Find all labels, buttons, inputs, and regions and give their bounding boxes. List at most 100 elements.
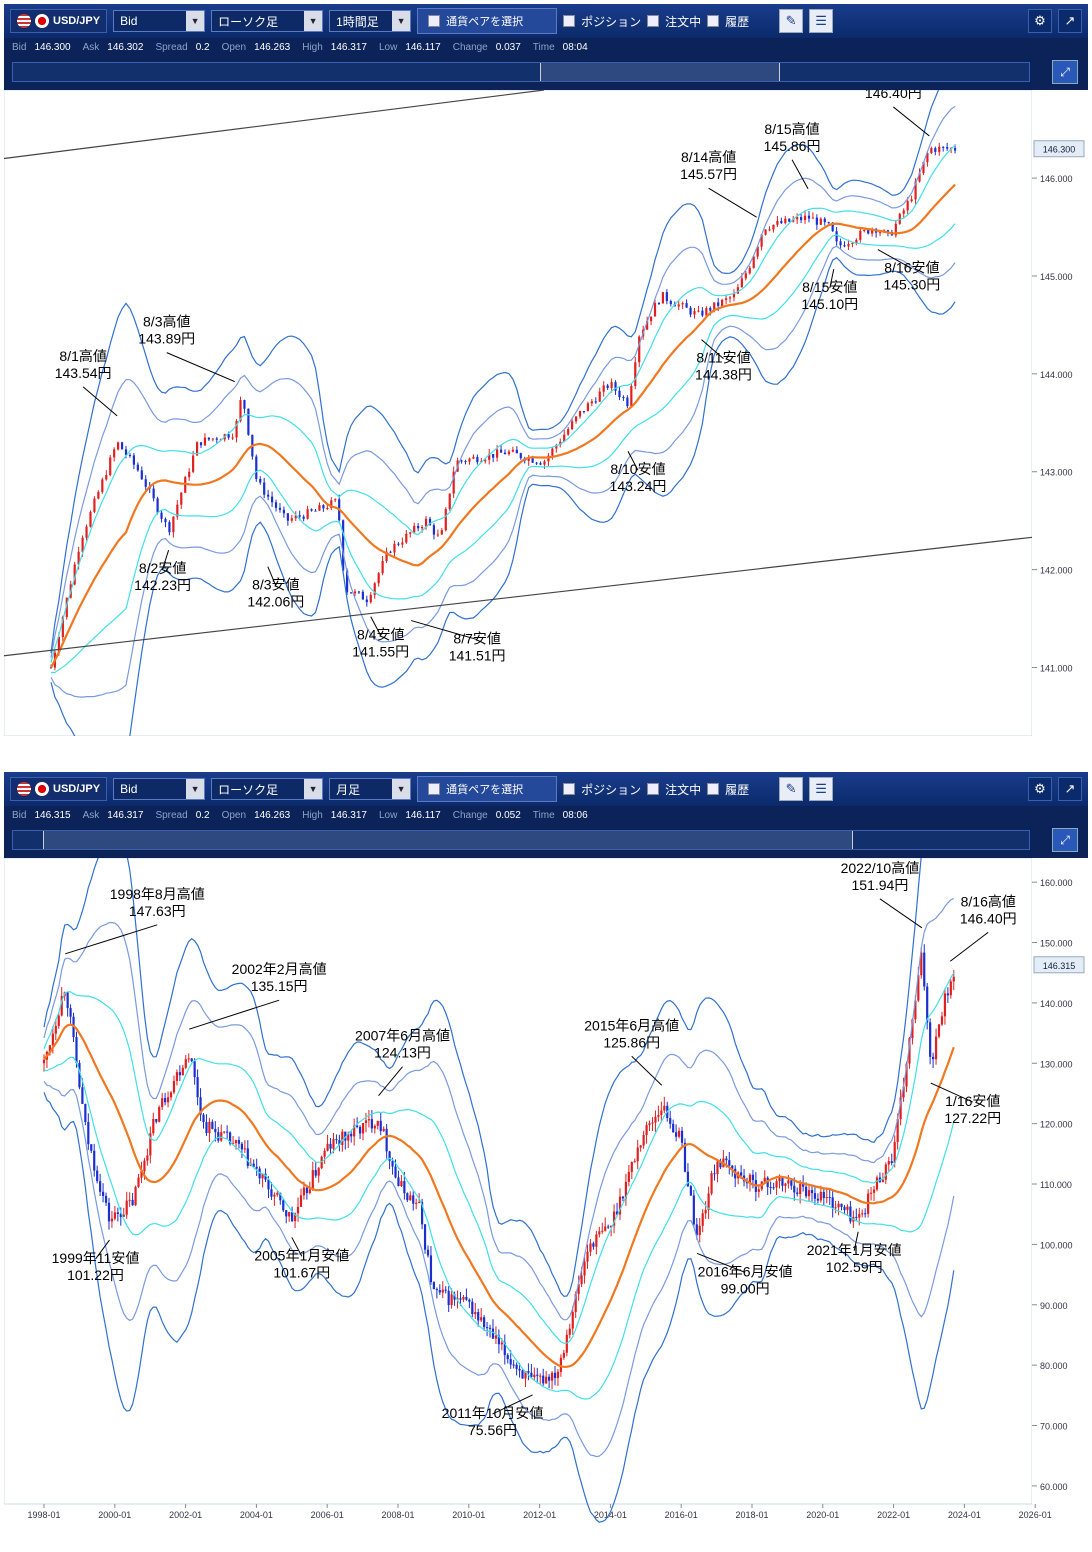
annotation-title: 8/11安値 (696, 350, 750, 366)
annotation-arrow (166, 352, 235, 383)
bollinger-upper-2 (50, 105, 956, 658)
annotation-title: 8/16高値 (961, 893, 1016, 909)
zoom-toggle-icon[interactable]: ⤢ (1052, 60, 1078, 84)
candle-body (675, 1132, 678, 1137)
candle-body (626, 397, 629, 407)
candle-body (811, 217, 815, 219)
candle-body (920, 952, 923, 976)
candle-body (902, 1086, 905, 1098)
price-type-select[interactable]: Bid ▼ (113, 10, 206, 32)
annotation-price: 101.67円 (273, 1264, 330, 1280)
bollinger-upper-2 (43, 897, 955, 1321)
navigator-window-handle[interactable] (43, 831, 853, 849)
annotation-title: 8/10安値 (610, 461, 665, 477)
select-pair-button[interactable]: 通貨ペアを選択 (417, 776, 558, 802)
x-tick-label: 2018-01 (735, 1510, 768, 1520)
candle-body (930, 148, 933, 154)
candle-body (669, 1118, 672, 1124)
candle-body (90, 1144, 93, 1151)
candle-body (847, 243, 850, 247)
select-pair-button[interactable]: 通貨ペアを選択 (417, 8, 558, 34)
price-type-select[interactable]: Bid ▼ (113, 778, 206, 800)
annotation-arrow (708, 187, 757, 218)
candle-body (839, 241, 842, 246)
popout-arrow-icon[interactable]: ↗ (1058, 777, 1082, 801)
zoom-toggle-icon[interactable]: ⤢ (1052, 828, 1078, 852)
candle-body (863, 230, 866, 232)
history-checkbox[interactable] (707, 783, 720, 795)
candle-body (215, 438, 218, 440)
bollinger-upper-3 (50, 90, 940, 653)
annotation-title: 2022/10高値 (841, 860, 920, 876)
candle-body (423, 1224, 427, 1250)
info-value: 0.2 (195, 809, 210, 821)
candle-body (657, 303, 661, 305)
candle-body (531, 457, 534, 463)
candle-body (799, 1183, 802, 1195)
chart-toolbar: USD/JPY Bid ▼ ローソク足 ▼ 月足 ▼ 通貨ペアを選択 ポジション 注文… (4, 772, 1088, 806)
candle-body (953, 148, 957, 151)
orders-checkbox[interactable] (647, 783, 660, 795)
drawing-tools-icon[interactable]: ✎ (779, 777, 804, 801)
positions-checkbox[interactable] (563, 15, 576, 27)
settings-gear-icon[interactable]: ⚙ (1028, 777, 1052, 801)
y-tick-label: 142.000 (1040, 566, 1073, 576)
monthly-chart-panel: USD/JPY Bid ▼ ローソク足 ▼ 月足 ▼ 通貨ペアを選択 ポジション 注文… (4, 772, 1088, 1548)
annotation-price: 142.06円 (247, 594, 304, 610)
candle-body (329, 1143, 332, 1149)
hourly-candlestick-chart[interactable]: 141.000 142.000 143.000 144.000 145.000 146.0… (4, 90, 1088, 736)
candle-body (131, 1199, 134, 1206)
monthly-candlestick-chart[interactable]: 60.000 70.000 80.000 90.000 100.000 110.000 12… (4, 858, 1088, 1548)
candle-body (75, 1037, 78, 1063)
candle-body (429, 1255, 433, 1283)
candle-body (344, 1131, 347, 1141)
navigator-scrollbar[interactable] (12, 62, 1030, 82)
chart-type-select[interactable]: ローソク足 ▼ (211, 778, 324, 800)
candle-body (890, 1161, 893, 1164)
candle-body (318, 505, 321, 511)
annotation-title: 8/3高値 (143, 314, 190, 330)
candle-body (610, 382, 613, 388)
annotation-title: 2007年6月高値 (355, 1028, 450, 1044)
annotation-arrow (696, 1252, 746, 1273)
history-checkbox[interactable] (707, 15, 720, 27)
candle-body (802, 1183, 805, 1187)
candle-body (898, 213, 901, 224)
indicator-list-icon[interactable]: ☰ (809, 9, 834, 33)
navigator-window-handle[interactable] (540, 63, 780, 81)
candle-body (373, 1125, 376, 1129)
candle-body (441, 1289, 444, 1293)
candle-body (365, 599, 368, 603)
positions-checkbox[interactable] (563, 783, 576, 795)
candle-body (391, 1160, 394, 1167)
candle-body (701, 310, 704, 316)
currency-pair-badge[interactable]: USD/JPY (10, 777, 108, 801)
y-tick-label: 146.000 (1040, 174, 1073, 184)
chart-type-select[interactable]: ローソク足 ▼ (211, 10, 324, 32)
y-tick-label: 110.000 (1040, 1180, 1072, 1190)
candle-body (465, 1297, 468, 1300)
candle-body (476, 457, 479, 463)
popout-arrow-icon[interactable]: ↗ (1058, 9, 1082, 33)
annotation-price: 101.22円 (67, 1267, 124, 1283)
orders-checkbox[interactable] (647, 15, 660, 27)
timeframe-select[interactable]: 1時間足 ▼ (329, 10, 412, 32)
drawing-tools-icon[interactable]: ✎ (779, 9, 804, 33)
candle-body (97, 491, 100, 499)
candle-body (488, 453, 491, 460)
annotation-arrow (879, 898, 923, 929)
timeframe-select[interactable]: 月足 ▼ (329, 778, 412, 800)
currency-pair-badge[interactable]: USD/JPY (10, 9, 108, 33)
candle-body (347, 1133, 350, 1141)
candle-body (894, 223, 897, 236)
candle-body (144, 479, 147, 487)
candle-body (835, 231, 838, 242)
candle-body (228, 1132, 232, 1144)
settings-gear-icon[interactable]: ⚙ (1028, 9, 1052, 33)
candle-body (169, 1092, 173, 1098)
candle-body (306, 509, 309, 519)
navigator-scrollbar[interactable] (12, 830, 1030, 850)
indicator-list-icon[interactable]: ☰ (809, 777, 834, 801)
candle-body (432, 525, 436, 535)
current-price-label: 146.300 (1043, 145, 1076, 155)
